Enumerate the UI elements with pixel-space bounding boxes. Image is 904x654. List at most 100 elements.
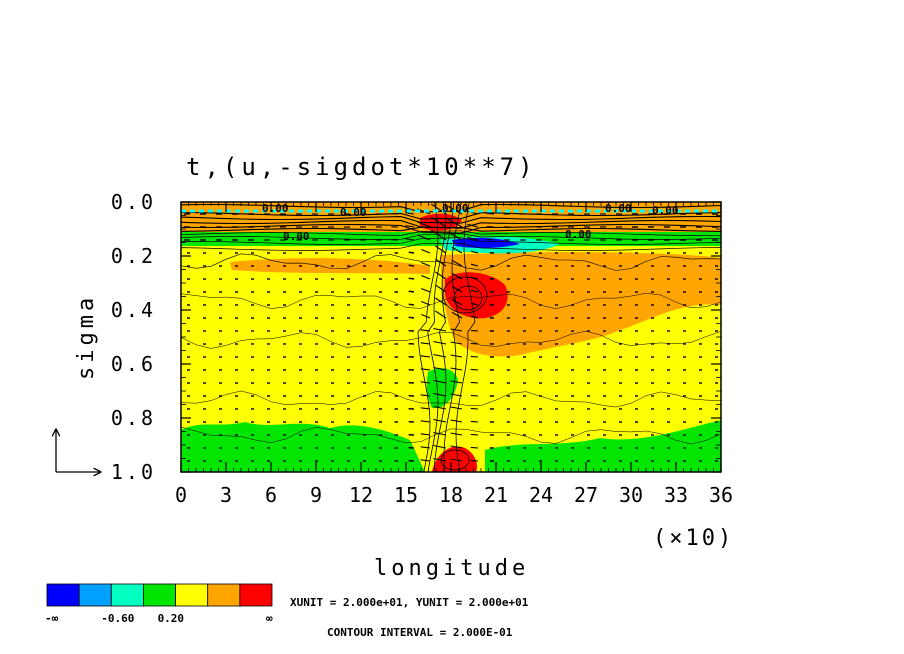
contour-line: [181, 253, 721, 271]
x-tick-label: 21: [484, 483, 508, 507]
y-tick-label: 1.0: [111, 460, 156, 484]
wind-vector: [451, 246, 463, 254]
wind-vector: [433, 431, 447, 436]
reference-vector: [56, 430, 100, 472]
contour-line: [181, 226, 721, 232]
wind-vector: [486, 238, 495, 241]
wind-vector: [408, 316, 415, 319]
x-tick-label: 18: [439, 483, 463, 507]
wind-vector: [447, 231, 463, 241]
wind-vector: [420, 381, 431, 384]
wind-vector: [421, 248, 431, 254]
contour-lines: [181, 202, 721, 472]
wind-vector: [420, 407, 431, 410]
wind-vector: [451, 311, 463, 319]
wind-vector: [434, 297, 447, 306]
wind-vector: [486, 212, 495, 215]
wind-vector: [433, 327, 447, 332]
x-axis-label: longitude: [374, 556, 529, 581]
contour-label: 0.00: [442, 202, 469, 215]
y-axis: 0.0 0.2 0.4 0.6 0.8 1.0: [111, 190, 721, 484]
wind-vector: [430, 216, 447, 228]
wind-vector: [433, 392, 447, 397]
wind-vector: [421, 261, 431, 267]
wind-vector: [470, 394, 479, 397]
wind-vector: [470, 420, 479, 423]
colorbar-swatch: [207, 583, 241, 607]
wind-vector: [421, 313, 431, 319]
x-tick-label: 33: [664, 483, 688, 507]
field-mid-green: [426, 368, 458, 409]
wind-vector: [447, 218, 463, 228]
y-tick-label: 0.8: [111, 406, 156, 430]
wind-vector: [450, 328, 463, 332]
wind-vector: [470, 263, 479, 267]
contour-line: [181, 390, 721, 408]
wind-vector: [405, 225, 415, 228]
contour-line: [181, 233, 721, 240]
wind-vector: [433, 405, 447, 410]
x-tick-label: 3: [220, 483, 232, 507]
wind-vector: [470, 368, 479, 371]
wind-vector: [408, 264, 415, 267]
wind-vector: [450, 419, 463, 423]
field-mid-orange: [440, 252, 721, 357]
contour-line: [433, 202, 455, 472]
wind-vector: [421, 300, 431, 306]
wind-vector: [434, 310, 447, 319]
wind-vector: [433, 353, 447, 358]
contour-line: [181, 426, 721, 445]
contour-label: 0.00: [652, 204, 679, 217]
wind-vector: [486, 225, 495, 228]
wind-vector: [450, 406, 463, 410]
wind-vector: [450, 354, 463, 358]
x-tick-label: 30: [619, 483, 643, 507]
colorbar-label: -∞: [45, 612, 59, 625]
wind-vector: [451, 272, 463, 280]
wind-vector: [420, 355, 431, 358]
wind-vector: [420, 394, 431, 397]
wind-vector: [470, 250, 479, 254]
wind-vector: [434, 271, 447, 280]
wind-vector: [450, 458, 463, 462]
wind-vector: [451, 298, 463, 306]
colorbar-swatch: [46, 583, 80, 607]
field-surface-green-east: [485, 420, 721, 472]
colorbar-label: 0.20: [158, 612, 185, 625]
wind-vector: [420, 342, 431, 345]
wind-vector: [434, 245, 447, 254]
contour-interval-text: CONTOUR INTERVAL = 2.000E-01: [327, 626, 513, 639]
colorbar: [46, 583, 273, 607]
wind-vector: [420, 368, 431, 371]
y-axis-label: sigma: [74, 294, 99, 380]
field-red-core: [445, 272, 508, 319]
wind-vector: [470, 276, 479, 280]
wind-vector: [451, 259, 463, 267]
wind-vector: [470, 329, 479, 332]
wind-vector: [434, 284, 447, 293]
contour-line: [181, 215, 721, 224]
contour-labels: 0.00 0.00 0.00 0.00 0.00 0.00 0.00: [262, 202, 679, 243]
wind-vector: [450, 432, 463, 436]
y-tick-label: 0.4: [111, 298, 156, 322]
x-tick-label: 9: [310, 483, 322, 507]
x-tick-label: 27: [574, 483, 598, 507]
wind-vector: [405, 238, 415, 241]
wind-vector: [470, 407, 479, 410]
wind-vector: [420, 420, 431, 423]
wind-vector: [450, 380, 463, 384]
wind-vector: [430, 229, 447, 241]
wind-vector: [450, 341, 463, 345]
contour-label: 0.00: [565, 228, 592, 241]
contour-line: [181, 211, 721, 220]
colorbar-label: ∞: [266, 612, 273, 625]
wind-vector: [433, 444, 447, 449]
y-tick-label: 0.6: [111, 352, 156, 376]
contour-line: [181, 230, 721, 236]
chart-title: t,(u,-sigdot*10**7): [186, 153, 537, 181]
x-tick-label: 0: [175, 483, 187, 507]
wind-vector: [433, 366, 447, 371]
units-text: XUNIT = 2.000e+01, YUNIT = 2.000e+01: [290, 596, 529, 609]
contour-label: 0.00: [283, 230, 310, 243]
